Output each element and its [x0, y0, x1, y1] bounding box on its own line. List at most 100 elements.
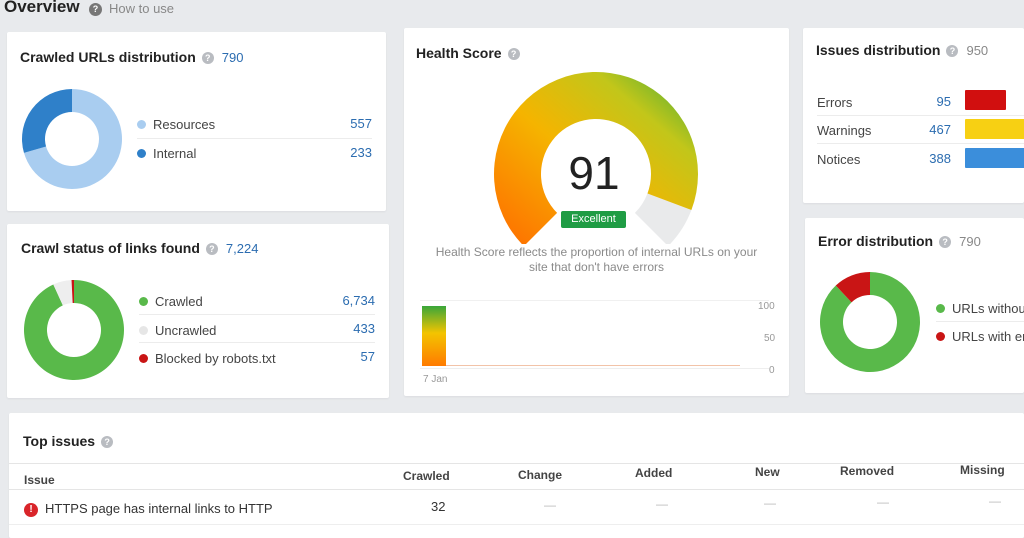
col-new[interactable]: New — [755, 465, 780, 479]
y-tick-100: 100 — [758, 301, 775, 312]
internal-dot — [137, 149, 146, 159]
issue-notices-value[interactable]: 388 — [929, 151, 951, 166]
legend-urls-with-errors[interactable]: URLs with erro — [936, 329, 1024, 344]
issue-name-link[interactable]: HTTPS page has internal links to HTTP — [45, 501, 273, 516]
help-icon[interactable]: ? — [507, 48, 520, 61]
crawl-status-slice-2[interactable] — [71, 280, 74, 304]
help-icon[interactable]: ? — [89, 3, 102, 16]
x-tick-date: 7 Jan — [423, 374, 448, 385]
error-distribution-card: Error distribution? 790 URLs without URLs… — [805, 218, 1024, 393]
issues-total: 950 — [966, 43, 989, 58]
divider — [936, 321, 1024, 322]
top-issues-card: Top issues? Issue Crawled Change Added N… — [9, 413, 1024, 538]
description-line-2: site that don't have errors — [528, 260, 665, 274]
legend-blocked[interactable]: Blocked by robots.txt — [139, 351, 276, 366]
new-value: — — [764, 496, 776, 510]
col-crawled[interactable]: Crawled — [403, 469, 450, 483]
history-top-line — [420, 300, 769, 301]
crawled-urls-donut — [21, 89, 122, 189]
health-score-badge: Excellent — [561, 211, 626, 228]
issue-warnings-label[interactable]: Warnings — [817, 123, 872, 138]
health-score-gauge — [494, 72, 698, 244]
health-score-value: 91 — [568, 147, 620, 199]
how-to-use-link[interactable]: How to use — [109, 1, 175, 16]
removed-value: — — [877, 495, 889, 509]
col-issue[interactable]: Issue — [24, 473, 55, 487]
divider — [139, 342, 375, 343]
header-top-line — [9, 463, 1024, 464]
issues-distribution-card: Issues distribution? 950 Errors 95 Warnin… — [803, 28, 1024, 203]
added-value: — — [656, 497, 668, 511]
crawled-urls-slice-1[interactable] — [21, 89, 72, 153]
history-bar — [422, 306, 446, 366]
crawl-status-title: Crawl status of links found? 7,224 — [21, 240, 259, 256]
issues-distribution-title: Issues distribution? 950 — [816, 42, 989, 58]
issue-errors-label[interactable]: Errors — [817, 95, 853, 110]
uncrawled-value[interactable]: 433 — [353, 321, 375, 336]
help-icon[interactable]: ? — [939, 236, 952, 249]
legend-urls-without[interactable]: URLs without — [936, 301, 1024, 316]
col-change[interactable]: Change — [518, 468, 563, 482]
blocked-value[interactable]: 57 — [360, 349, 375, 364]
history-baseline — [446, 365, 740, 366]
health-score-title: Health Score? — [416, 45, 520, 61]
crawled-urls-card: Crawled URLs distribution? 790 Resources … — [7, 32, 386, 211]
blocked-dot — [139, 354, 148, 364]
crawled-count[interactable]: 32 — [431, 499, 446, 514]
notices-bar[interactable] — [965, 148, 1024, 168]
issue-notices-label[interactable]: Notices — [817, 152, 861, 167]
error-distribution-donut — [820, 272, 920, 372]
crawled-urls-slice-0[interactable] — [23, 89, 122, 189]
crawl-status-total[interactable]: 7,224 — [225, 241, 259, 256]
description-line-1: Health Score reflects the proportion of … — [435, 245, 758, 259]
help-icon[interactable]: ? — [946, 45, 959, 58]
warnings-bar[interactable] — [965, 119, 1024, 139]
crawled-urls-title: Crawled URLs distribution? 790 — [20, 49, 244, 65]
legend-resources[interactable]: Resources — [137, 117, 215, 132]
health-score-card: Health Score? 91 Excellent Health Score … — [404, 28, 789, 396]
uncrawled-dot — [139, 326, 148, 336]
divider — [817, 115, 1024, 116]
resources-value[interactable]: 557 — [350, 116, 372, 131]
crawled-dot — [139, 297, 148, 307]
error-distribution-title: Error distribution? 790 — [818, 233, 981, 249]
y-tick-50: 50 — [764, 333, 776, 344]
crawl-status-slice-0[interactable] — [24, 280, 124, 380]
health-score-description: Health Score reflects the proportion of … — [424, 245, 769, 275]
crawl-status-card: Crawl status of links found? 7,224 Crawle… — [7, 224, 389, 398]
crawl-status-donut — [24, 280, 124, 380]
urls-with-errors-dot — [936, 332, 945, 342]
issue-errors-value[interactable]: 95 — [936, 94, 951, 109]
internal-value[interactable]: 233 — [350, 145, 372, 160]
error-dist-slice-0[interactable] — [820, 272, 920, 372]
page-title: Overview — [4, 0, 80, 16]
help-icon[interactable]: ? — [201, 52, 214, 65]
missing-value: — — [989, 494, 1001, 508]
divider — [137, 138, 372, 139]
issue-warnings-value[interactable]: 467 — [929, 122, 951, 137]
y-tick-0: 0 — [769, 365, 775, 376]
resources-dot — [137, 120, 146, 130]
crawled-urls-total[interactable]: 790 — [221, 50, 244, 65]
legend-uncrawled[interactable]: Uncrawled — [139, 323, 216, 338]
legend-crawled[interactable]: Crawled — [139, 294, 203, 309]
legend-internal[interactable]: Internal — [137, 146, 196, 161]
change-value: — — [544, 498, 556, 512]
urls-without-dot — [936, 304, 945, 314]
col-removed[interactable]: Removed — [840, 464, 895, 478]
help-icon[interactable]: ? — [205, 243, 218, 256]
crawled-value[interactable]: 6,734 — [342, 293, 375, 308]
header-bottom-line — [9, 489, 1024, 490]
divider — [817, 143, 1024, 144]
error-dist-slice-1[interactable] — [835, 272, 870, 303]
errors-bar[interactable] — [965, 90, 1006, 110]
help-icon[interactable]: ? — [101, 436, 114, 449]
top-issues-title: Top issues? — [23, 433, 114, 449]
error-icon: ! — [24, 503, 38, 517]
col-added[interactable]: Added — [635, 466, 673, 480]
col-missing[interactable]: Missing — [960, 463, 1005, 477]
divider — [139, 314, 375, 315]
table-row[interactable]: ! HTTPS page has internal links to HTTP … — [9, 490, 1024, 524]
history-axis — [420, 368, 769, 369]
crawl-status-slice-1[interactable] — [53, 280, 73, 306]
